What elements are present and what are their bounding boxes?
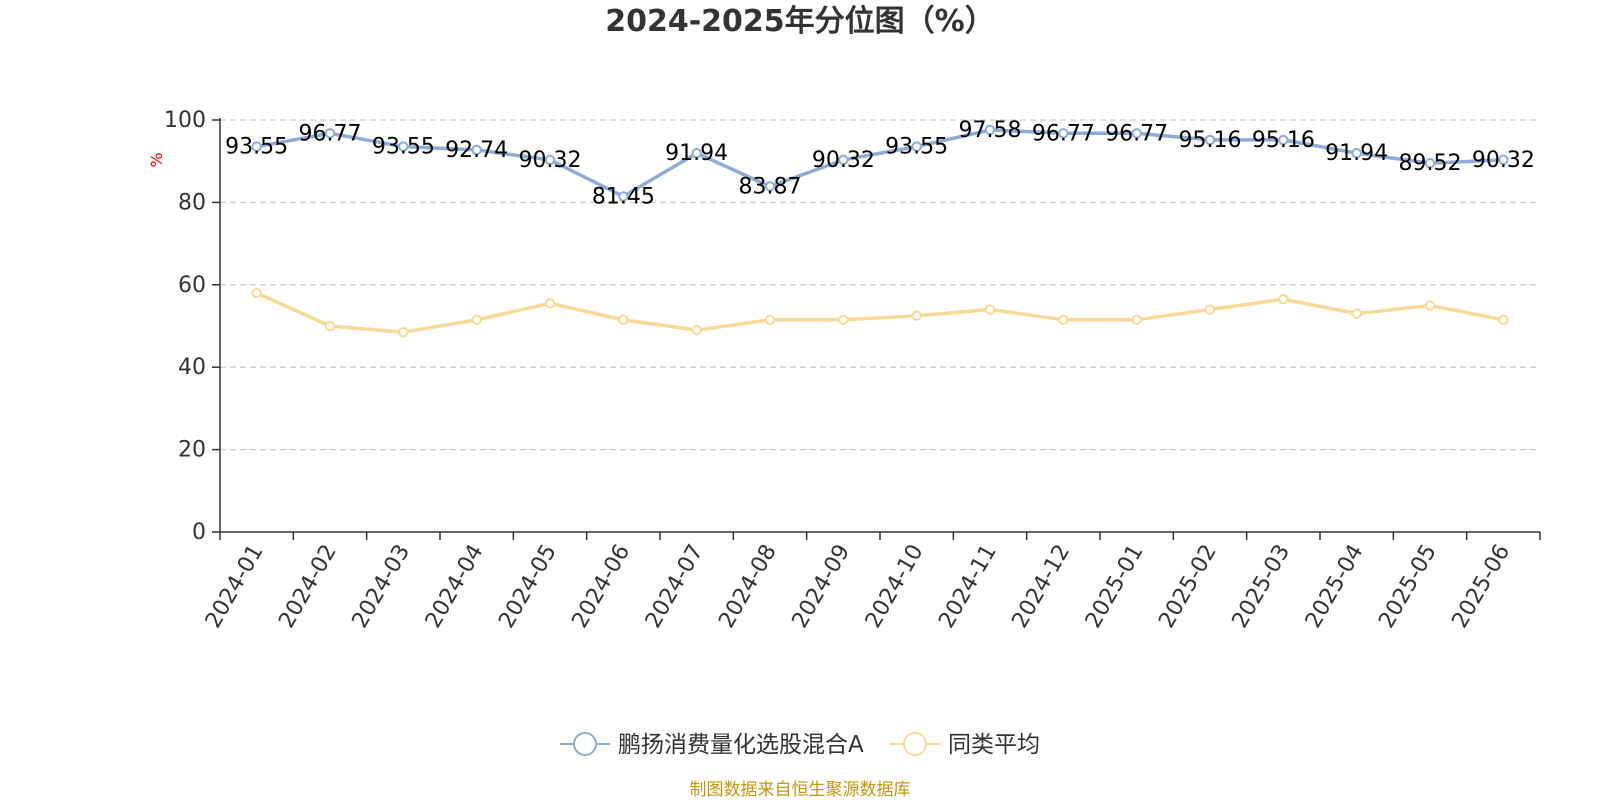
data-point-1 — [618, 314, 629, 326]
data-label: 89.52 — [1399, 151, 1462, 176]
data-point-0 — [1131, 128, 1142, 139]
data-point-0 — [398, 141, 409, 152]
data-label: 97.58 — [959, 118, 1022, 143]
data-point-0 — [838, 154, 849, 166]
data-point-1 — [1351, 308, 1362, 319]
data-point-0 — [1424, 157, 1436, 169]
y-axis-label: % — [147, 152, 166, 167]
legend-layer: 鹏扬消费量化选股混合A 同类平均 — [560, 732, 1040, 758]
data-label: 95.16 — [1179, 128, 1242, 153]
data-label: 91.94 — [1325, 141, 1388, 166]
x-tick-label: 2025-04 — [1301, 540, 1369, 632]
data-point-0 — [1278, 134, 1289, 146]
data-label: 90.32 — [1472, 148, 1535, 173]
data-point-0 — [471, 144, 482, 156]
data-point-0 — [618, 191, 629, 202]
data-label: 93.55 — [372, 135, 435, 160]
data-point-1 — [838, 314, 849, 326]
data-point-0 — [1351, 148, 1362, 159]
legend-swatch-marker — [573, 732, 597, 756]
data-point-1 — [1058, 314, 1069, 326]
x-tick-label: 2025-03 — [1228, 540, 1296, 632]
data-label: 95.16 — [1252, 128, 1315, 153]
data-label: 92.74 — [445, 138, 508, 163]
data-point-0 — [1498, 154, 1509, 166]
data-point-1 — [1498, 314, 1509, 326]
x-tick-label: 2024-02 — [274, 540, 342, 632]
data-point-1 — [324, 320, 336, 332]
y-tick-label: 80 — [178, 190, 206, 215]
data-label: 93.55 — [225, 135, 288, 160]
legend-label: 鹏扬消费量化选股混合A — [618, 732, 864, 758]
data-point-1 — [1278, 294, 1289, 305]
data-label: 93.55 — [885, 135, 948, 160]
data-point-1 — [691, 324, 702, 336]
data-point-1 — [544, 298, 556, 309]
data-point-1 — [1424, 300, 1436, 311]
data-point-1 — [764, 314, 776, 326]
x-tick-label: 2024-01 — [201, 540, 269, 632]
y-tick-label: 100 — [164, 108, 206, 133]
series-line-0 — [254, 128, 1506, 199]
data-label: 96.77 — [1032, 121, 1095, 146]
y-tick-label: 60 — [178, 273, 206, 298]
grid-layer — [220, 119, 1540, 451]
source-note: 制图数据来自恒生聚源数据库 — [689, 780, 911, 800]
data-point-1 — [398, 326, 409, 338]
data-label: 90.32 — [519, 148, 582, 173]
data-point-0 — [984, 124, 996, 136]
data-label: 96.77 — [299, 121, 362, 146]
data-point-1 — [984, 304, 996, 315]
legend-label: 同类平均 — [948, 732, 1040, 758]
data-point-1 — [251, 287, 262, 299]
data-label: 90.32 — [812, 148, 875, 173]
data-point-1 — [1204, 304, 1216, 315]
label-layer: 93.55 96.77 93.55 92.74 90.32 81.45 91.94 83.87… — [225, 118, 1535, 209]
x-tick-label: 2025-02 — [1154, 540, 1222, 632]
x-tick-label: 2025-01 — [1081, 540, 1149, 632]
x-tick-label: 2024-10 — [861, 540, 929, 632]
data-point-0 — [324, 128, 336, 139]
y-tick-label: 20 — [178, 438, 206, 463]
data-label: 83.87 — [739, 174, 802, 199]
data-label: 91.94 — [665, 141, 728, 166]
data-point-0 — [764, 181, 776, 192]
series-line-1 — [254, 291, 1506, 334]
series-layer — [251, 124, 1509, 338]
x-tick-label: 2025-06 — [1448, 540, 1516, 632]
data-point-1 — [911, 310, 922, 321]
data-point-0 — [251, 141, 262, 152]
data-label: 96.77 — [1105, 121, 1168, 146]
data-point-1 — [471, 314, 482, 326]
x-tick-label: 2024-09 — [788, 540, 856, 632]
x-tick-label: 2024-04 — [421, 540, 489, 632]
data-label: 81.45 — [592, 184, 655, 209]
data-point-1 — [1131, 314, 1142, 326]
legend-swatch-marker — [903, 732, 927, 756]
x-tick-label: 2024-06 — [568, 540, 636, 632]
chart-title: 2024-2025年分位图（%） — [605, 4, 995, 39]
data-point-0 — [544, 154, 556, 166]
x-tick-label: 2024-08 — [714, 540, 782, 632]
data-point-0 — [1058, 128, 1069, 139]
y-tick-label: 40 — [178, 355, 206, 380]
x-tick-label: 2024-03 — [348, 540, 416, 632]
data-point-0 — [691, 148, 702, 159]
data-point-0 — [1204, 134, 1216, 146]
data-point-0 — [911, 141, 922, 152]
x-tick-label: 2025-05 — [1374, 540, 1442, 632]
x-tick-label: 2024-12 — [1008, 540, 1076, 632]
x-tick-label: 2024-11 — [934, 540, 1002, 632]
y-tick-label: 0 — [192, 520, 206, 545]
x-tick-label: 2024-07 — [641, 540, 709, 632]
x-tick-label: 2024-05 — [494, 540, 562, 632]
